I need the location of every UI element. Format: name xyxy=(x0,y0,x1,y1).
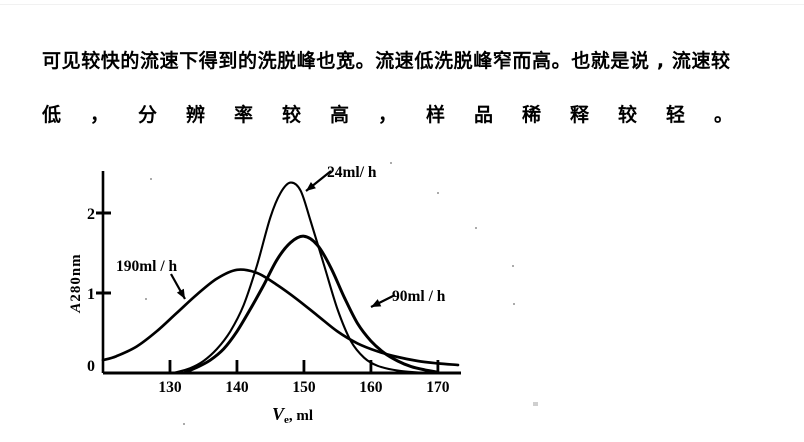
scan-speck xyxy=(150,178,152,180)
x-tick-label-170: 170 xyxy=(426,379,450,396)
scan-speck xyxy=(513,303,515,305)
scan-speck xyxy=(475,227,477,229)
curve-arrow-90ml-h-head xyxy=(371,299,382,307)
scan-edge-line xyxy=(0,4,804,5)
curve-arrow-190ml-h-head xyxy=(176,288,185,299)
scan-speck xyxy=(512,265,514,267)
curve-190ml-h xyxy=(101,268,460,367)
y-tick-label-0: 0 xyxy=(87,358,95,375)
paragraph-line-1: 可见较快的流速下得到的洗脱峰也宽。流速低洗脱峰窄而高。也就是说 , 流速较 xyxy=(42,50,731,72)
scan-speck xyxy=(145,298,147,300)
scan-speck xyxy=(390,162,392,164)
curve-24ml-h xyxy=(172,181,426,375)
curve-label-190ml-h: 190ml / h xyxy=(116,258,178,275)
scan-speck xyxy=(183,423,185,425)
paragraph-line-2: 低，分辨率较高，样品稀释较轻。 xyxy=(42,104,763,126)
x-tick-label-160: 160 xyxy=(359,379,383,396)
curve-90ml-h xyxy=(181,234,440,375)
curve-label-24ml-h: 24ml/ h xyxy=(327,164,377,181)
y-tick-label-2: 2 xyxy=(87,206,95,223)
y-axis-label: A280nm xyxy=(68,253,84,313)
scan-speck xyxy=(437,192,439,194)
x-tick-label-150: 150 xyxy=(292,379,316,396)
scan-smudge xyxy=(533,402,538,406)
curve-label-90ml-h: 90ml / h xyxy=(392,288,446,305)
y-tick-label-1: 1 xyxy=(87,286,95,303)
x-tick-label-140: 140 xyxy=(225,379,249,396)
x-axis-label: Ve, ml xyxy=(272,404,313,426)
x-tick-label-130: 130 xyxy=(158,379,182,396)
curve-arrow-24ml-h-head xyxy=(306,181,316,191)
